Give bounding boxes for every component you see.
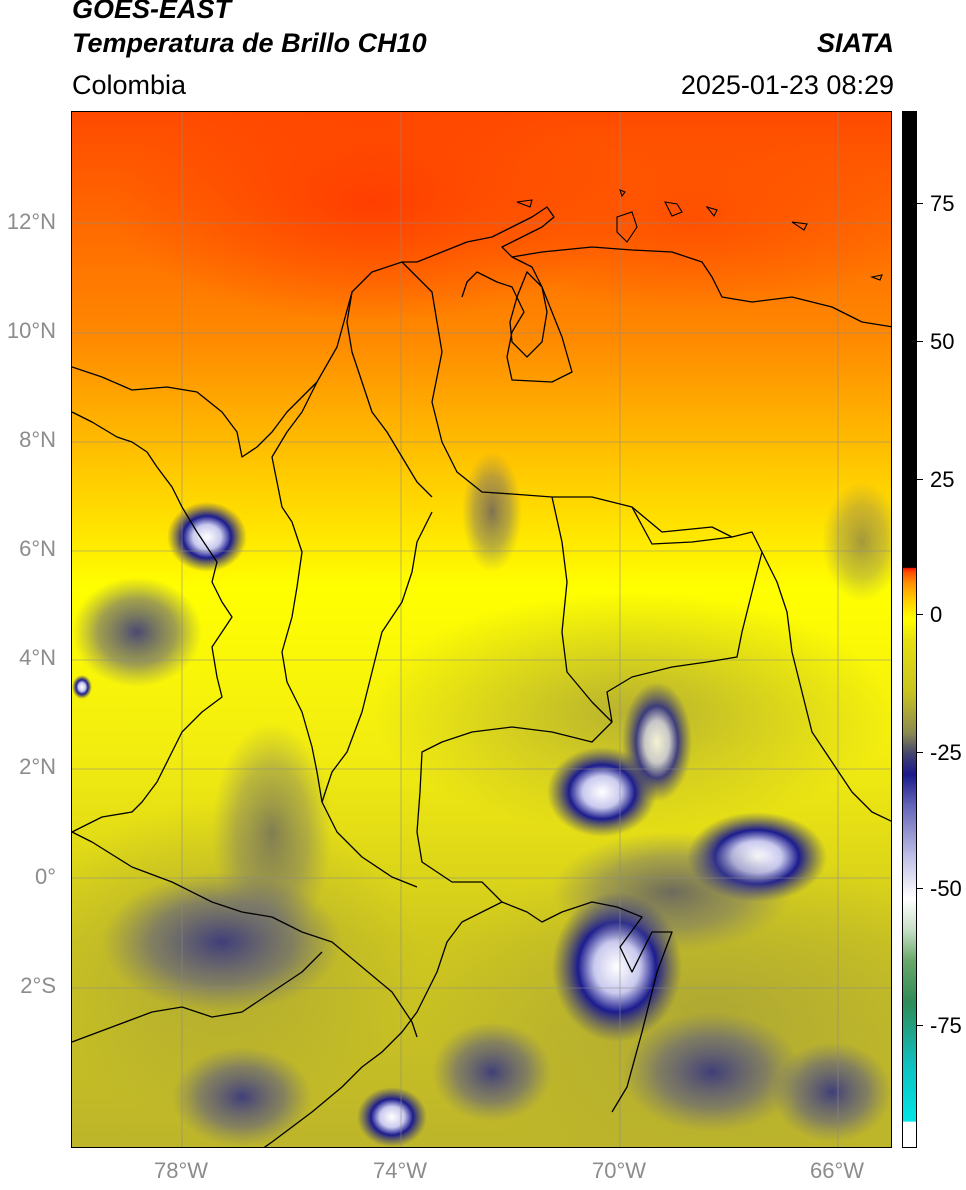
lon-label-78W: 78°W bbox=[153, 1158, 209, 1183]
lat-label-12N: 12°N bbox=[6, 209, 56, 234]
colorbar-label-minus50: -50 bbox=[930, 876, 962, 901]
colorbar bbox=[902, 111, 917, 1148]
agency-label: SIATA bbox=[817, 28, 894, 58]
colorbar-tick bbox=[917, 752, 923, 753]
satellite-title: GOES-EAST bbox=[72, 0, 232, 24]
borders bbox=[72, 206, 891, 1147]
colorbar-tick bbox=[917, 1025, 923, 1026]
colorbar-label-50: 50 bbox=[930, 329, 955, 354]
product-title: Temperatura de Brillo CH10 bbox=[72, 28, 427, 58]
lat-label-4N: 4°N bbox=[19, 645, 56, 670]
colorbar-label-25: 25 bbox=[930, 467, 955, 492]
lat-label-0: 0° bbox=[34, 864, 56, 889]
satellite-map[interactable] bbox=[71, 111, 892, 1148]
colorbar-tick bbox=[917, 614, 923, 615]
lon-label-74W: 74°W bbox=[372, 1158, 428, 1183]
lat-label-2S: 2°S bbox=[20, 973, 56, 998]
colorbar-label-0: 0 bbox=[930, 602, 943, 627]
lat-label-2N: 2°N bbox=[19, 754, 56, 779]
colorbar-label-75: 75 bbox=[930, 191, 955, 216]
colorbar-tick bbox=[917, 203, 923, 204]
lon-label-66W: 66°W bbox=[809, 1158, 865, 1183]
region-label: Colombia bbox=[72, 70, 187, 100]
colorbar-tick bbox=[917, 888, 923, 889]
lat-label-10N: 10°N bbox=[6, 318, 56, 343]
timestamp-label: 2025-01-23 08:29 bbox=[680, 70, 894, 100]
colorbar-label-minus25: -25 bbox=[930, 740, 962, 765]
graticule bbox=[72, 112, 891, 1147]
colorbar-label-minus75: -75 bbox=[930, 1013, 962, 1038]
colorbar-tick bbox=[917, 479, 923, 480]
lon-label-70W: 70°W bbox=[591, 1158, 647, 1183]
colorbar-tick bbox=[917, 341, 923, 342]
lat-label-6N: 6°N bbox=[19, 536, 56, 561]
lat-label-8N: 8°N bbox=[19, 427, 56, 452]
map-canvas bbox=[72, 112, 891, 1147]
